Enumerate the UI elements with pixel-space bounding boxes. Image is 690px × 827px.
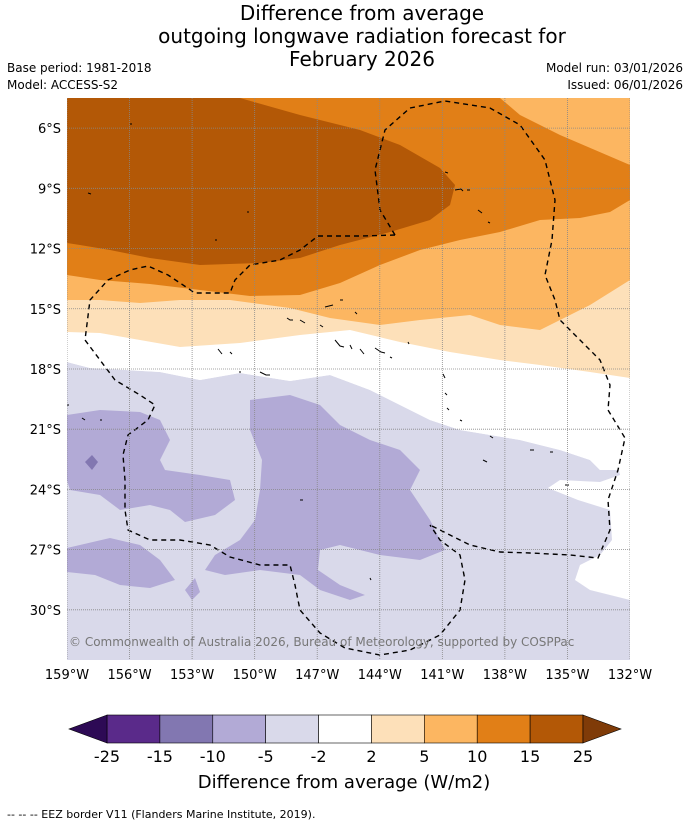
- y-tick-label: 30°S: [30, 604, 61, 619]
- x-tick-label: 159°W: [45, 668, 89, 683]
- issued-label: Issued: 06/01/2026: [567, 78, 683, 92]
- y-tick-label: 15°S: [30, 303, 61, 318]
- colorbar-label: Difference from average (W/m2): [198, 772, 490, 793]
- colorbar-swatch: [159, 714, 214, 744]
- x-tick-label: 132°W: [608, 668, 652, 683]
- region-neg10-neg5-west: [67, 410, 235, 522]
- y-tick-label: 21°S: [30, 423, 61, 438]
- colorbar-swatch: [476, 714, 531, 744]
- colorbar-tick-label: -10: [200, 747, 226, 766]
- colorbar-tick-label: -15: [147, 747, 173, 766]
- colorbar-tick-label: 5: [419, 747, 429, 766]
- colorbar-under-arrow: [68, 714, 108, 744]
- colorbar-tick-label: 2: [366, 747, 376, 766]
- colorbar-swatch: [212, 714, 266, 744]
- x-tick-label: 144°W: [358, 668, 402, 683]
- x-tick-label: 147°W: [295, 668, 339, 683]
- colorbar-tick-label: -2: [311, 747, 327, 766]
- y-tick-label: 12°S: [30, 243, 61, 258]
- y-tick-label: 9°S: [38, 182, 61, 197]
- colorbar: -25 -15 -10 -5 -2 2 5 10 15 25: [68, 714, 622, 766]
- colorbar-swatch: [265, 714, 319, 744]
- eez-footnote: -- -- -- EEZ border V11 (Flanders Marine…: [7, 808, 316, 821]
- region-neg15-neg10: [85, 455, 98, 470]
- colorbar-tick-label: 15: [520, 747, 540, 766]
- y-tick-label: 6°S: [38, 122, 61, 137]
- chart-title-line-1: Difference from average: [239, 1, 485, 25]
- region-neg10-neg5-central: [205, 395, 445, 600]
- model-label: Model: ACCESS-S2: [7, 78, 119, 92]
- base-period-label: Base period: 1981-2018: [7, 61, 152, 75]
- x-tick-label: 138°W: [483, 668, 527, 683]
- colorbar-tick-label: 25: [573, 747, 593, 766]
- x-tick-label: 141°W: [420, 668, 464, 683]
- x-tick-label: 156°W: [107, 668, 151, 683]
- colorbar-tick-label: -25: [94, 747, 120, 766]
- x-tick-label: 135°W: [545, 668, 589, 683]
- colorbar-over-arrow: [582, 714, 622, 744]
- y-tick-label: 27°S: [30, 544, 61, 559]
- y-axis: 6°S 9°S 12°S 15°S 18°S 21°S 24°S 27°S 30°S: [30, 122, 61, 619]
- model-run-label: Model run: 03/01/2026: [545, 61, 683, 75]
- y-tick-label: 24°S: [30, 483, 61, 498]
- x-axis: 159°W 156°W 153°W 150°W 147°W 144°W 141°W 138°W…: [45, 668, 652, 683]
- colorbar-swatch: [529, 714, 584, 744]
- map-plot-area: © Commonwealth of Australia 2026, Bureau…: [67, 98, 630, 660]
- region-neg10-neg5-south: [67, 538, 175, 588]
- colorbar-swatch: [106, 714, 161, 744]
- x-tick-label: 153°W: [170, 668, 214, 683]
- colorbar-swatch: [424, 714, 478, 744]
- colorbar-tick-label: -5: [258, 747, 274, 766]
- chart-title-line-2: outgoing longwave radiation forecast for: [158, 24, 566, 48]
- copyright-text: © Commonwealth of Australia 2026, Bureau…: [69, 635, 574, 649]
- region-white-band: [67, 330, 630, 470]
- gridlines: [67, 98, 630, 660]
- colorbar-swatch: [318, 714, 372, 744]
- chart-title-line-3: February 2026: [289, 47, 435, 71]
- colorbar-swatch: [371, 714, 425, 744]
- x-tick-label: 150°W: [233, 668, 277, 683]
- island-outlines: [67, 123, 569, 581]
- colorbar-tick-label: 10: [467, 747, 487, 766]
- y-tick-label: 18°S: [30, 363, 61, 378]
- region-15-25: [67, 98, 455, 265]
